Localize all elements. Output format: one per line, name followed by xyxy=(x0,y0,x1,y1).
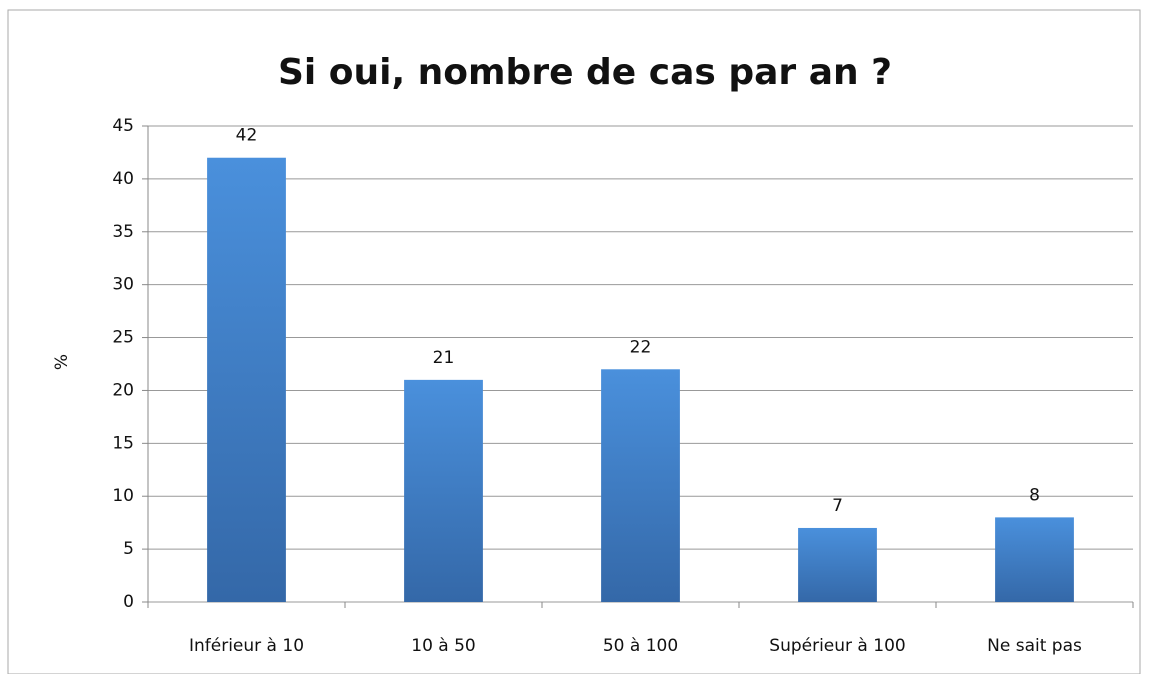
x-tick-label: 50 à 100 xyxy=(603,636,678,656)
y-tick-label: 10 xyxy=(112,486,134,506)
data-label: 21 xyxy=(433,348,455,368)
bar xyxy=(995,517,1074,602)
data-label: 8 xyxy=(1029,485,1040,505)
bar xyxy=(404,379,483,602)
chart-title: Si oui, nombre de cas par an ? xyxy=(278,52,892,93)
bar xyxy=(207,157,286,602)
x-tick-label: Supérieur à 100 xyxy=(769,636,905,656)
y-tick-label: 20 xyxy=(112,380,134,400)
chart-frame xyxy=(7,9,1141,674)
y-tick-label: 35 xyxy=(112,222,134,242)
y-tick-label: 40 xyxy=(112,169,134,189)
data-label: 22 xyxy=(630,337,652,357)
y-tick-label: 45 xyxy=(112,116,134,136)
y-tick-label: 25 xyxy=(112,328,134,348)
bar xyxy=(601,369,680,602)
data-label: 42 xyxy=(236,126,258,146)
data-label: 7 xyxy=(832,496,843,516)
x-tick-label: 10 à 50 xyxy=(411,636,476,656)
x-tick-label: Inférieur à 10 xyxy=(189,636,304,656)
x-tick-label: Ne sait pas xyxy=(987,636,1082,656)
y-tick-label: 15 xyxy=(112,433,134,453)
y-tick-label: 5 xyxy=(123,539,134,559)
y-tick-label: 30 xyxy=(112,275,134,295)
bar xyxy=(798,527,877,602)
y-axis-label: % xyxy=(52,354,72,370)
y-tick-label: 0 xyxy=(123,592,134,612)
